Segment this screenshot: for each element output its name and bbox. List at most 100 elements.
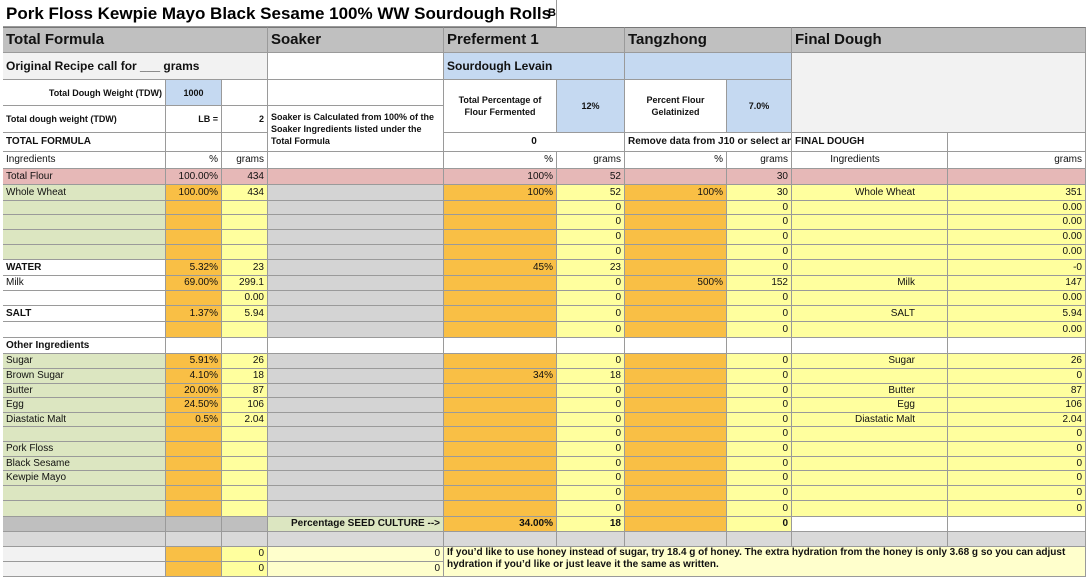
cell: 0 [557,215,625,230]
empty-cell [222,442,268,457]
cell: 0 [727,442,792,457]
empty-cell [792,53,1086,133]
cell: Whole Wheat [792,185,948,201]
cell: 0 [557,354,625,369]
empty-cell [444,442,557,457]
cell: 30 [727,169,792,185]
cell: 0 [727,230,792,245]
empty-cell [792,201,948,215]
cell: 0 [557,245,625,260]
cell: 2.04 [948,413,1086,427]
cell: 0 [557,291,625,306]
empty-cell [948,133,1086,152]
cell: 18 [222,369,268,384]
empty-cell [625,517,727,532]
cell: 0 [948,369,1086,384]
cell: 351 [948,185,1086,201]
cell: Milk [3,276,166,291]
empty-cell [792,457,948,471]
empty-cell [3,501,166,517]
cell: 0 [557,306,625,322]
cell: 147 [948,276,1086,291]
empty-cell [268,369,444,384]
cell: 5.94 [948,306,1086,322]
cell: 0.5% [166,413,222,427]
cell: 0 [557,230,625,245]
empty-cell [625,230,727,245]
cell: 0.00 [948,201,1086,215]
cell: 87 [948,384,1086,398]
empty-cell [268,245,444,260]
cell: Diastatic Malt [792,413,948,427]
section-header: Preferment 1 [444,27,625,53]
empty-cell [625,369,727,384]
empty-cell [3,201,166,215]
empty-cell [166,338,222,354]
empty-cell [792,427,948,442]
empty-cell [166,517,222,532]
empty-cell [268,169,444,185]
empty-cell [166,547,222,562]
cell: Diastatic Malt [3,413,166,427]
cell: 0 [948,501,1086,517]
cell: 106 [948,398,1086,413]
cell: 299.1 [222,276,268,291]
empty-cell [268,291,444,306]
cell: 100% [444,185,557,201]
empty-cell [625,260,727,276]
cell: 20.00% [166,384,222,398]
cell: 0 [727,306,792,322]
empty-cell [222,427,268,442]
empty-cell [268,501,444,517]
cell: 0 [727,398,792,413]
cell: 0.00 [948,215,1086,230]
cell: 1.37% [166,306,222,322]
cell: 0 [557,276,625,291]
empty-cell [625,384,727,398]
cell: 0.00 [948,230,1086,245]
empty-cell [948,338,1086,354]
cell: 0 [557,442,625,457]
empty-cell [792,260,948,276]
empty-cell [268,532,444,547]
empty-cell [444,354,557,369]
empty-cell [268,53,444,80]
empty-cell [444,457,557,471]
empty-cell [444,276,557,291]
empty-cell [268,427,444,442]
empty-cell [792,215,948,230]
empty-cell [222,471,268,486]
cell: 18 [557,517,625,532]
cell: 100.00% [166,185,222,201]
cell: Soaker is Calculated from 100% of the So… [268,106,444,152]
cell: 5.91% [166,354,222,369]
cell: 434 [222,185,268,201]
section-header: Tangzhong [625,27,792,53]
empty-cell [792,369,948,384]
cell: Milk [792,276,948,291]
empty-cell [444,291,557,306]
cell: -0 [948,260,1086,276]
cell: Whole Wheat [3,185,166,201]
empty-cell [222,501,268,517]
empty-cell [625,322,727,338]
empty-cell [166,457,222,471]
empty-cell [268,201,444,215]
cell: Total Flour [3,169,166,185]
cell: 0.00 [222,291,268,306]
empty-cell [625,486,727,501]
section-header: Final Dough [792,27,1086,53]
cell: 0 [222,562,268,577]
empty-cell [727,338,792,354]
cell: % [166,152,222,169]
cell: grams [948,152,1086,169]
empty-cell [792,338,948,354]
cell: 0.00 [948,322,1086,338]
cell: 106 [222,398,268,413]
cell: 0 [727,517,792,532]
cell: SALT [792,306,948,322]
cell: 0 [727,245,792,260]
empty-cell [948,532,1086,547]
cell: 52 [557,185,625,201]
